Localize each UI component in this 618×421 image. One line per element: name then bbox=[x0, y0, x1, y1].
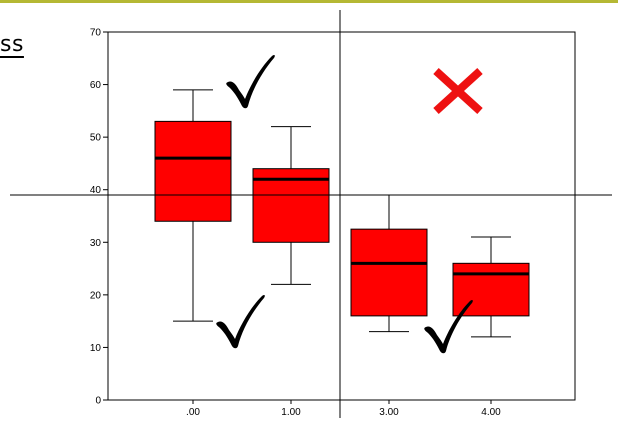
y-tick-label: 60 bbox=[90, 80, 102, 91]
y-tick-label: 10 bbox=[90, 343, 102, 354]
reference-lines bbox=[10, 10, 612, 418]
iqr-box bbox=[154, 120, 232, 222]
x-axis: .00 1.00 3.00 4.00 bbox=[186, 400, 501, 418]
y-tick-label: 70 bbox=[90, 28, 102, 39]
check-mark-icon bbox=[424, 299, 473, 354]
box-2 bbox=[252, 126, 330, 285]
x-tick-label: 3.00 bbox=[379, 407, 399, 418]
heading-fragment: ss bbox=[0, 32, 24, 57]
iqr-box bbox=[350, 228, 428, 317]
box-1 bbox=[154, 89, 232, 322]
y-tick-label: 20 bbox=[90, 290, 102, 301]
check-mark-icon bbox=[226, 54, 275, 109]
box-3 bbox=[350, 194, 428, 333]
y-tick-label: 40 bbox=[90, 185, 102, 196]
cross-stroke-2 bbox=[433, 68, 483, 114]
box-series bbox=[154, 89, 530, 338]
cross-mark-icon bbox=[433, 68, 483, 114]
y-axis: 0 10 20 30 40 50 60 70 bbox=[90, 28, 108, 407]
x-tick-label: .00 bbox=[186, 407, 200, 418]
y-tick-label: 30 bbox=[90, 238, 102, 249]
y-tick-label: 0 bbox=[95, 396, 101, 407]
check-mark-icon bbox=[216, 294, 265, 349]
annotation-marks bbox=[216, 54, 483, 354]
iqr-box bbox=[252, 168, 330, 243]
check-mark-shape bbox=[216, 294, 265, 349]
x-tick-label: 4.00 bbox=[481, 407, 501, 418]
x-tick-label: 1.00 bbox=[281, 407, 301, 418]
top-accent-rule bbox=[0, 0, 618, 3]
check-mark-shape bbox=[424, 299, 473, 354]
check-mark-shape bbox=[226, 54, 275, 109]
y-tick-label: 50 bbox=[90, 133, 102, 144]
